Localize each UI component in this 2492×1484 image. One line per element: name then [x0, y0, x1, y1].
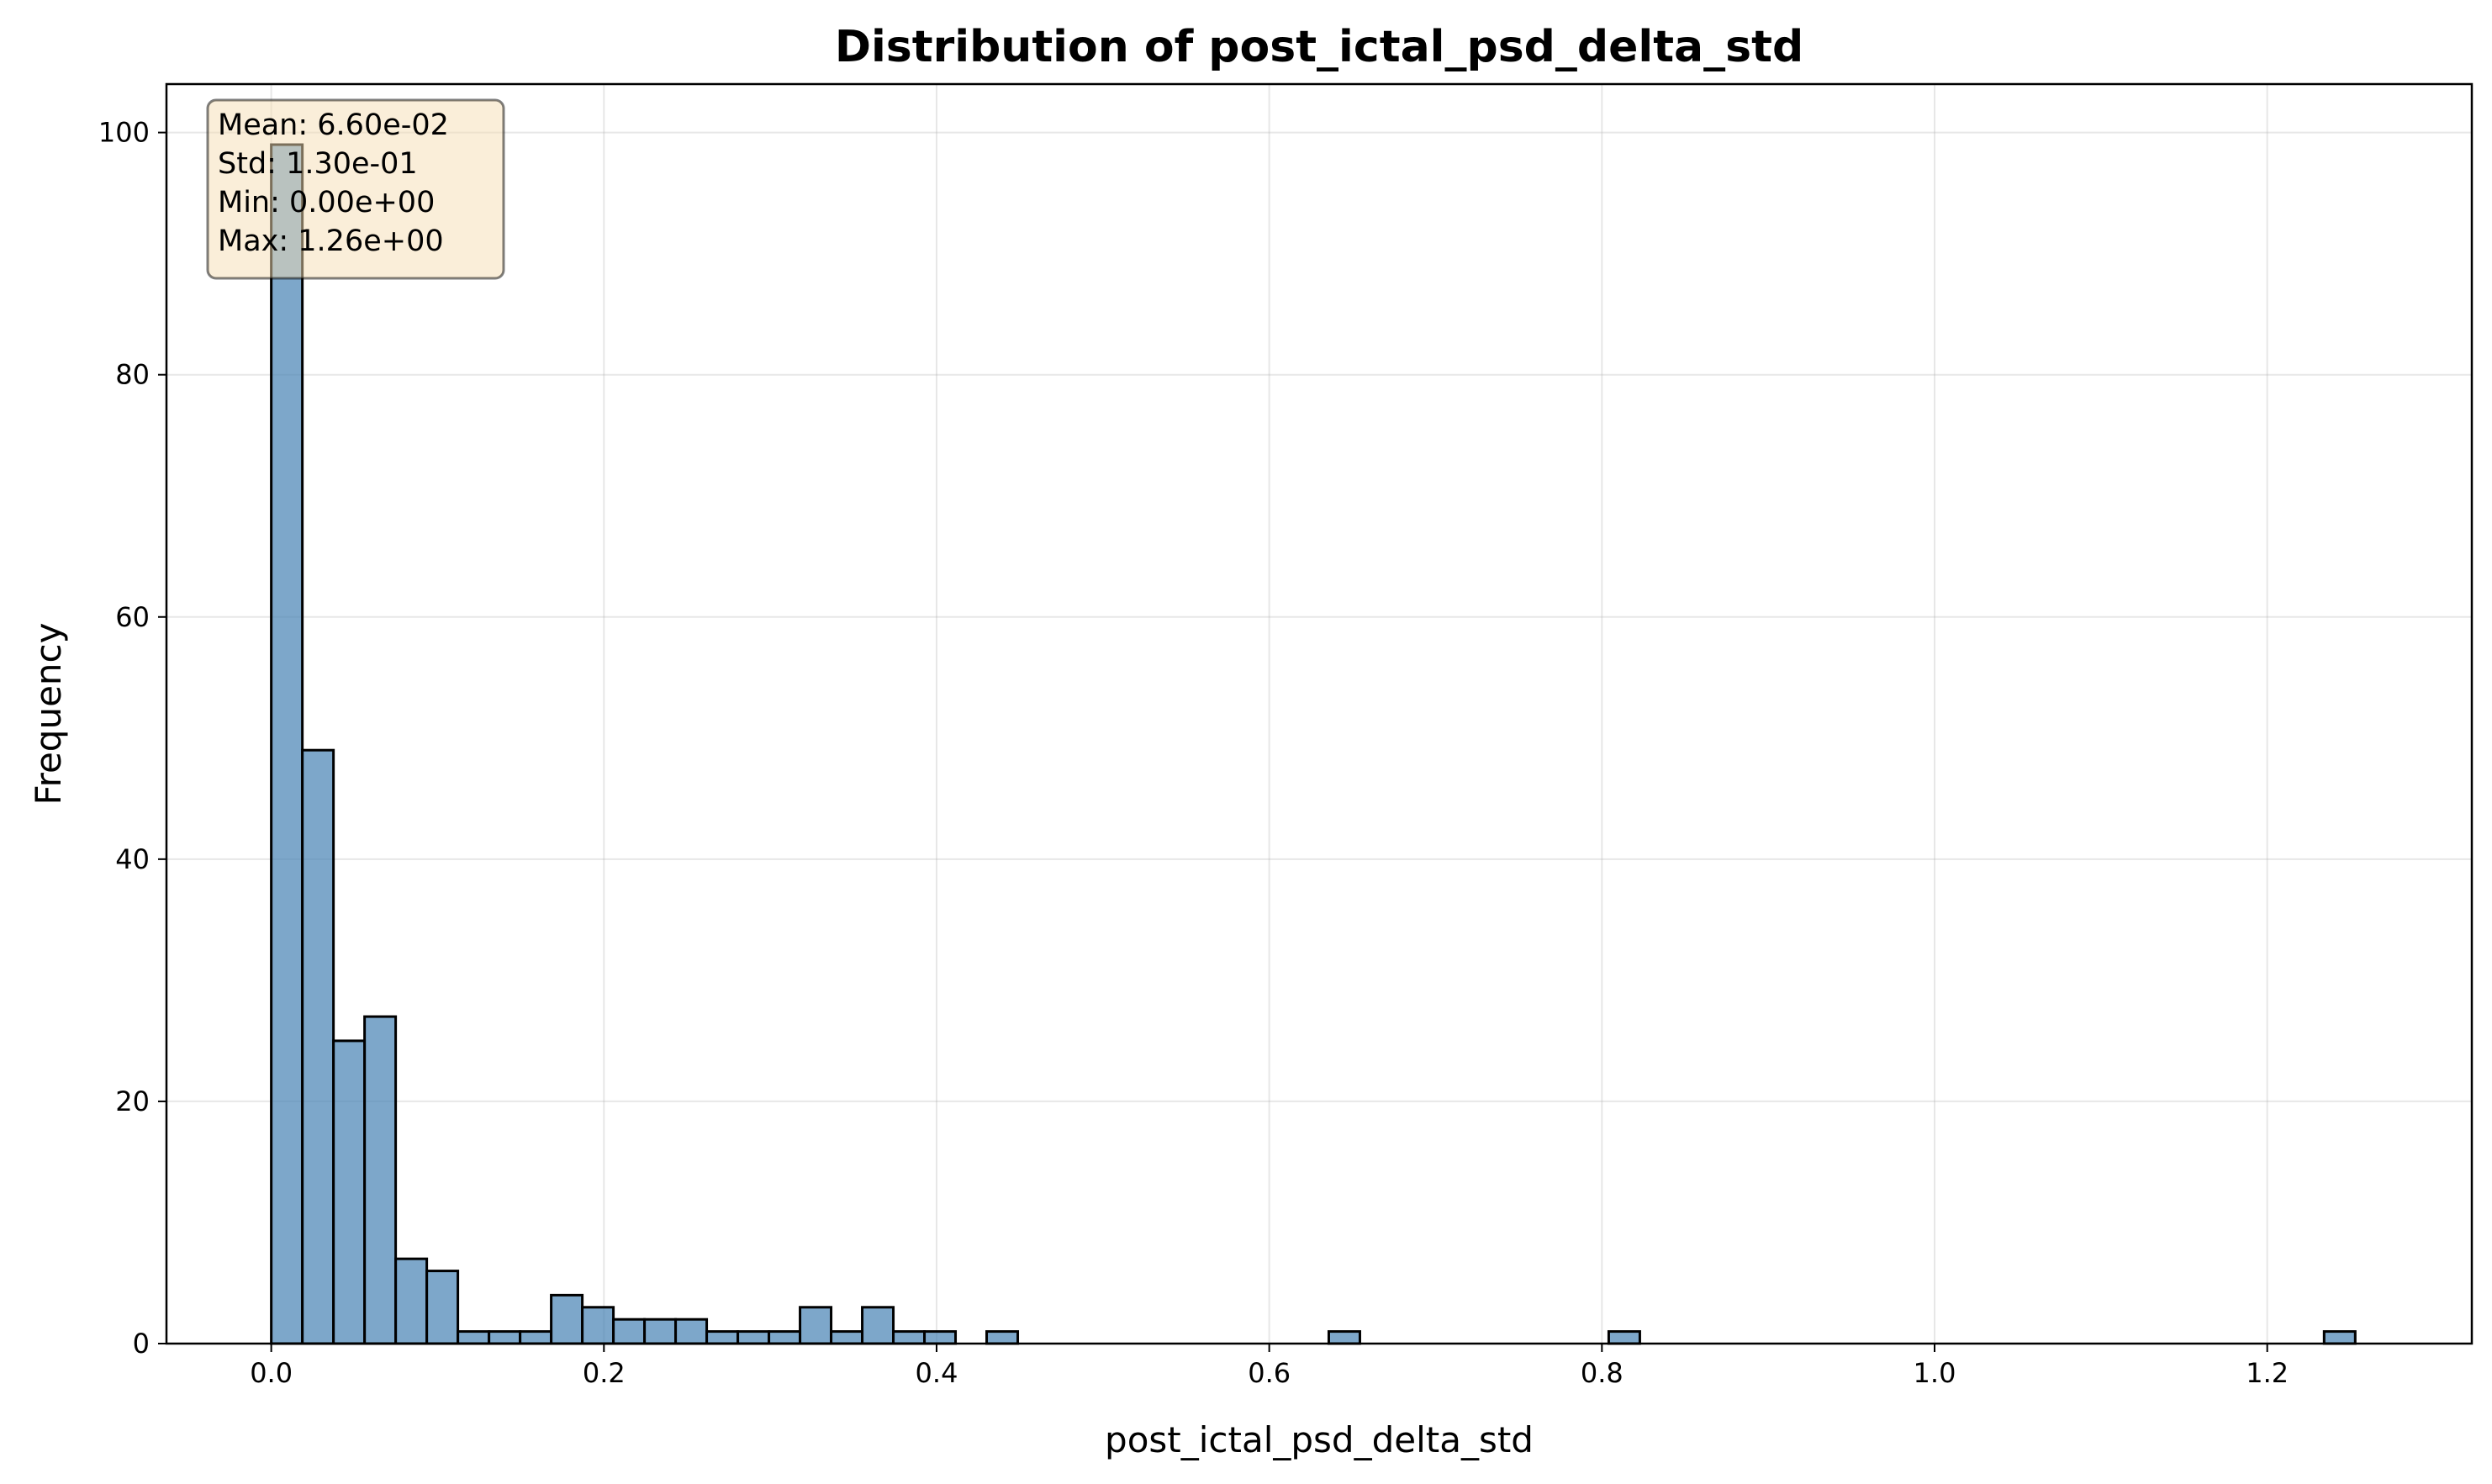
- histogram-bar: [425, 1270, 460, 1345]
- y-axis-label: Frequency: [28, 623, 69, 805]
- y-tick-label: 100: [98, 117, 150, 149]
- histogram-bar: [332, 1039, 367, 1345]
- histogram-bar: [861, 1306, 895, 1345]
- histogram-bar: [1327, 1330, 1361, 1345]
- histogram-bar: [985, 1330, 1020, 1345]
- x-tick-label: 1.0: [1914, 1357, 1956, 1389]
- x-tick-label: 0.6: [1248, 1357, 1291, 1389]
- histogram-bar: [830, 1330, 864, 1345]
- y-tick-label: 60: [115, 601, 150, 633]
- chart-title: Distribution of post_ictal_psd_delta_std: [835, 22, 1803, 72]
- y-tick-label: 20: [115, 1085, 150, 1117]
- histogram-bar: [892, 1330, 927, 1345]
- histogram-bar: [674, 1318, 709, 1345]
- stats-mean: Mean: 6.60e-02: [218, 108, 449, 142]
- stats-max: Max: 1.26e+00: [218, 224, 444, 258]
- histogram-bar: [581, 1306, 615, 1345]
- histogram-bar: [737, 1330, 771, 1345]
- y-axis-ticks: 0 20 40 60 80 100: [98, 117, 166, 1360]
- histogram-bar: [768, 1330, 802, 1345]
- x-axis-label: post_ictal_psd_delta_std: [1105, 1419, 1534, 1460]
- histogram-bar: [301, 748, 335, 1345]
- stats-min: Min: 0.00e+00: [218, 186, 435, 219]
- histogram-bar: [612, 1318, 647, 1345]
- histogram-bar: [457, 1330, 491, 1345]
- y-tick-label: 0: [133, 1328, 150, 1360]
- x-tick-label: 1.2: [2246, 1357, 2289, 1389]
- x-tick-label: 0.0: [250, 1357, 293, 1389]
- histogram-bar: [643, 1318, 678, 1345]
- histogram-bar: [799, 1306, 833, 1345]
- x-tick-label: 0.8: [1581, 1357, 1623, 1389]
- stats-box-background: [206, 98, 505, 280]
- histogram-bar: [519, 1330, 553, 1345]
- histogram-bar: [1607, 1330, 1641, 1345]
- stats-box: Mean: 6.60e-02 Std: 1.30e-01 Min: 0.00e+…: [206, 98, 505, 280]
- histogram-bar: [923, 1330, 958, 1345]
- histogram-bar: [270, 143, 304, 1345]
- histogram-bar: [550, 1293, 584, 1345]
- histogram-bar: [363, 1015, 398, 1345]
- histogram-bar: [488, 1330, 522, 1345]
- x-axis-ticks: 0.0 0.2 0.4 0.6 0.8 1.0 1.2: [250, 1344, 2289, 1389]
- stats-std: Std: 1.30e-01: [218, 147, 418, 181]
- y-tick-label: 80: [115, 359, 150, 391]
- plot-area-frame: [165, 82, 2474, 1345]
- y-tick-label: 40: [115, 843, 150, 875]
- histogram-bar: [394, 1257, 429, 1345]
- histogram-bar: [2322, 1330, 2357, 1345]
- histogram-bars: [270, 143, 2357, 1345]
- x-tick-label: 0.4: [916, 1357, 958, 1389]
- x-tick-label: 0.2: [583, 1357, 626, 1389]
- histogram-bar: [705, 1330, 740, 1345]
